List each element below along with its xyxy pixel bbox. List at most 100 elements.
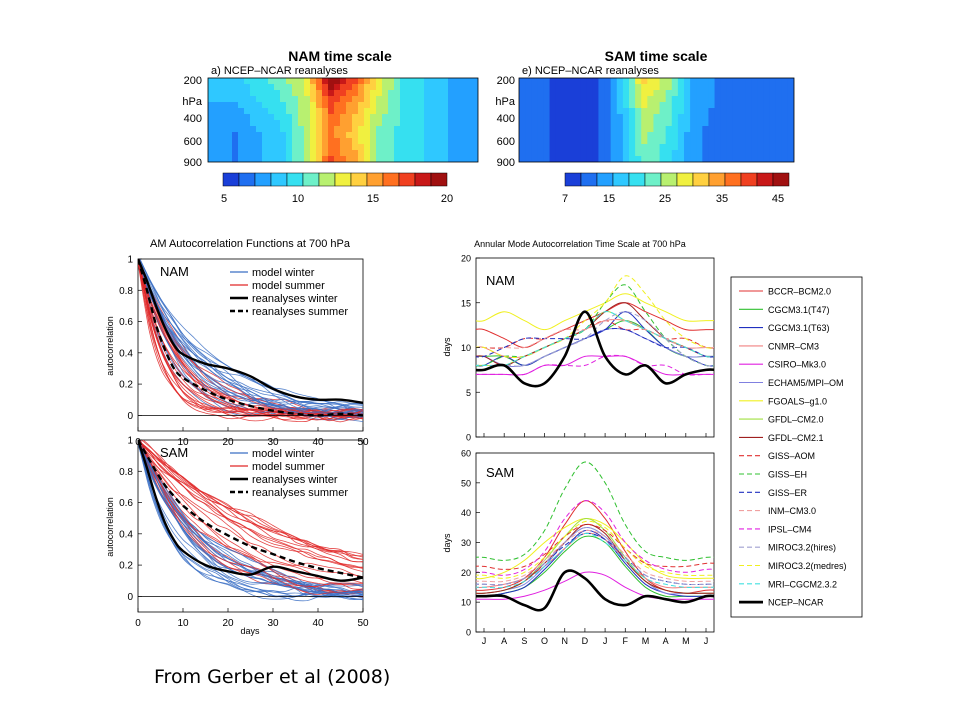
sam-time-scale-panel: SAM time scale e) NCEP–NCAR reanalyses 2… bbox=[495, 48, 795, 205]
heatmap-cell bbox=[442, 132, 449, 139]
heatmap-cell bbox=[340, 120, 347, 127]
heatmap-cell bbox=[412, 126, 419, 133]
heatmap-cell bbox=[322, 144, 329, 151]
heatmap-cell bbox=[580, 150, 587, 157]
heatmap-cell bbox=[316, 144, 323, 151]
heatmap-cell bbox=[665, 156, 673, 162]
heatmap-cell bbox=[714, 84, 722, 91]
heatmap-cell bbox=[775, 126, 783, 133]
heatmap-cell bbox=[775, 138, 783, 145]
heatmap-cell bbox=[604, 114, 612, 121]
heatmap-cell bbox=[635, 150, 642, 157]
heatmap-cell bbox=[684, 78, 691, 85]
model-summer-line bbox=[138, 440, 363, 578]
series-line-2 bbox=[476, 529, 714, 597]
series-line-4 bbox=[476, 571, 714, 600]
heatmap-cell bbox=[358, 150, 365, 157]
heatmap-cell bbox=[635, 114, 642, 121]
heatmap-cell bbox=[262, 114, 269, 121]
heatmap-cell bbox=[720, 132, 728, 139]
model-summer-line bbox=[139, 440, 363, 595]
heatmap-cell bbox=[316, 120, 323, 127]
heatmap-cell bbox=[412, 84, 419, 91]
heatmap-cell bbox=[732, 84, 740, 91]
heatmap-cell bbox=[370, 126, 377, 133]
heatmap-cell bbox=[561, 90, 569, 97]
heatmap-cell bbox=[641, 114, 648, 121]
colorbar-swatch bbox=[302, 172, 320, 187]
heatmap-cell bbox=[424, 144, 431, 151]
model-legend-label: ECHAM5/MPI–OM bbox=[768, 378, 844, 388]
heatmap-cell bbox=[598, 156, 606, 162]
heatmap-cell bbox=[238, 90, 245, 97]
heatmap-cell bbox=[448, 156, 455, 162]
series-line-0 bbox=[476, 302, 714, 349]
heatmap-cell bbox=[382, 84, 389, 91]
heatmap-cell bbox=[472, 132, 478, 139]
heatmap-cell bbox=[412, 144, 419, 151]
heatmap-cell bbox=[586, 156, 593, 162]
heatmap-cell bbox=[358, 120, 365, 127]
month-tick-label: O bbox=[541, 636, 548, 646]
heatmap-cell bbox=[466, 90, 473, 97]
heatmap-cell bbox=[641, 132, 648, 139]
heatmap-cell bbox=[653, 102, 661, 109]
heatmap-cell bbox=[537, 132, 545, 139]
heatmap-cell bbox=[280, 90, 287, 97]
heatmap-cell bbox=[238, 102, 245, 109]
heatmap-cell bbox=[622, 102, 630, 109]
heatmap-cell bbox=[567, 120, 575, 127]
heatmap-cell bbox=[316, 96, 323, 103]
heatmap-cell bbox=[430, 78, 437, 85]
heatmap-cell bbox=[714, 132, 722, 139]
acf-ytick-label: 1 bbox=[127, 255, 133, 266]
heatmap-cell bbox=[340, 96, 347, 103]
heatmap-cell bbox=[268, 78, 275, 85]
heatmap-cell bbox=[647, 138, 655, 145]
heatmap-cell bbox=[286, 156, 293, 162]
heatmap-cell bbox=[208, 126, 215, 133]
heatmap-cell bbox=[304, 144, 311, 151]
heatmap-cell bbox=[781, 132, 789, 139]
heatmap-cell bbox=[304, 126, 311, 133]
heatmap-cell bbox=[232, 84, 239, 91]
heatmap-cell bbox=[555, 78, 563, 85]
heatmap-cell bbox=[598, 132, 606, 139]
heatmap-cell bbox=[274, 108, 281, 115]
heatmap-cell bbox=[635, 138, 642, 145]
heatmap-cell bbox=[769, 138, 777, 145]
heatmap-cell bbox=[436, 138, 443, 145]
month-tick-label: S bbox=[521, 636, 527, 646]
heatmap-cell bbox=[328, 138, 335, 145]
heatmap-cell bbox=[286, 108, 293, 115]
heatmap-cell bbox=[610, 108, 618, 115]
heatmap-cell bbox=[256, 102, 263, 109]
heatmap-cell bbox=[616, 120, 624, 127]
heatmap-cell bbox=[250, 132, 257, 139]
heatmap-cell bbox=[519, 90, 526, 97]
heatmap-cell bbox=[525, 126, 532, 133]
heatmap-cell bbox=[622, 156, 630, 162]
model-summer-line bbox=[139, 440, 363, 587]
heatmap-cell bbox=[684, 108, 691, 115]
heatmap-cell bbox=[286, 144, 293, 151]
heatmap-cell bbox=[549, 90, 557, 97]
heatmap-cell bbox=[751, 90, 758, 97]
heatmap-cell bbox=[702, 102, 710, 109]
heatmap-cell bbox=[592, 138, 600, 145]
heatmap-cell bbox=[537, 126, 545, 133]
heatmap-cell bbox=[244, 138, 251, 145]
acf-sam-legend: model winter model summer reanalyses win… bbox=[230, 448, 348, 499]
heatmap-cell bbox=[708, 90, 716, 97]
heatmap-cell bbox=[376, 84, 383, 91]
heatmap-cell bbox=[394, 144, 401, 151]
heatmap-cell bbox=[376, 156, 383, 162]
heatmap-cell bbox=[466, 144, 473, 151]
heatmap-cell bbox=[274, 78, 281, 85]
heatmap-cell bbox=[696, 138, 703, 145]
heatmap-cell bbox=[334, 90, 341, 97]
acf-nam-lines bbox=[138, 259, 363, 423]
nam-heatmap-frame bbox=[207, 77, 479, 163]
heatmap-cell bbox=[629, 150, 636, 157]
heatmap-cell bbox=[665, 78, 673, 85]
